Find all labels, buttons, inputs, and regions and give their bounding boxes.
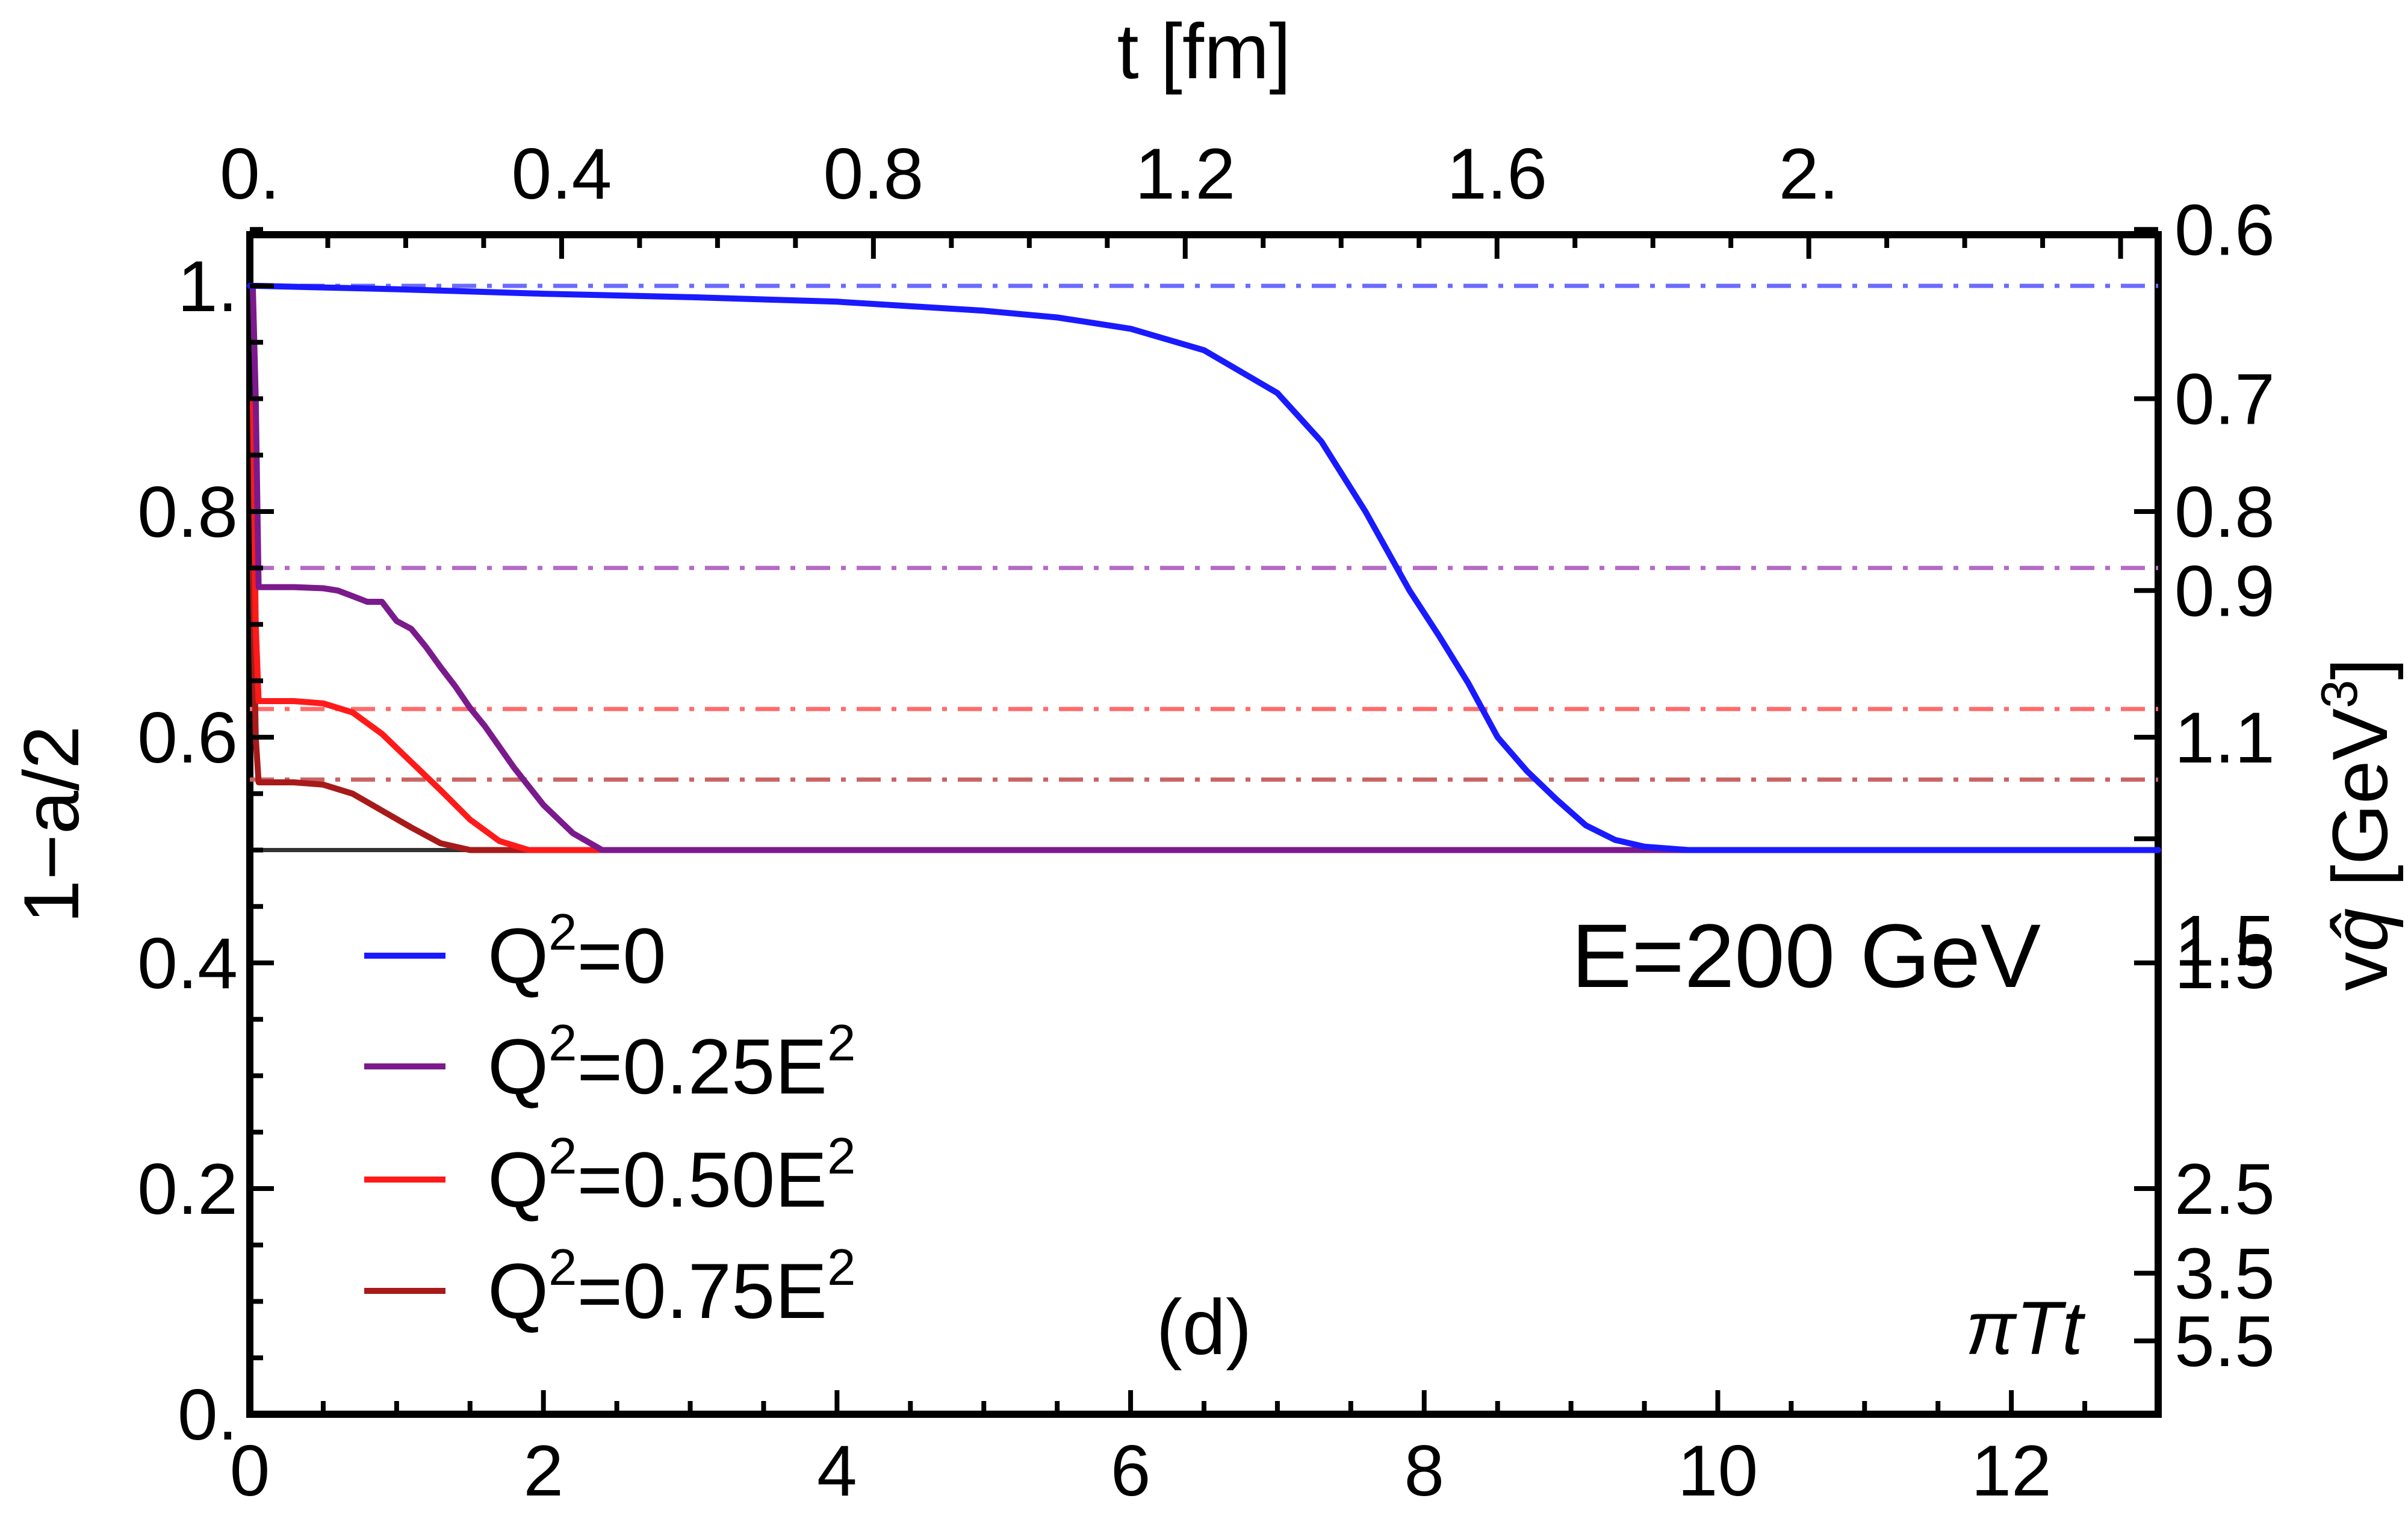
right-tick-label: 1.5	[2174, 923, 2275, 1004]
right-axis-label-exponent: 3	[2311, 680, 2368, 708]
x-axis-variable-label: πTt	[1966, 1287, 2086, 1370]
top-tick-label: 1.6	[1447, 134, 1547, 214]
top-tick-label: 0.	[220, 134, 280, 214]
y-tick-label: 0.6	[137, 697, 238, 778]
right-tick-label: 0.9	[2174, 551, 2275, 631]
series-line-3	[249, 564, 2161, 853]
right-tick-label: 0.8	[2174, 472, 2275, 552]
top-tick-label: 0.4	[512, 134, 612, 214]
legend-label-3: Q2=0.75E2	[488, 1239, 855, 1335]
y-axis-label: 1−a/2	[7, 726, 95, 924]
right-axis-label-close: ]	[2316, 658, 2404, 679]
legend-label-0: Q2=0	[488, 904, 666, 1000]
legend-label-1: Q2=0.25E2	[488, 1015, 855, 1110]
top-axis-label: t [fm]	[1117, 7, 1291, 95]
y-tick-label: 0.8	[137, 472, 238, 552]
legend: Q2=0 Q2=0.25E2 Q2=0.50E2 Q2=0.75E2	[364, 904, 855, 1335]
right-tick-label: 5.5	[2174, 1301, 2275, 1382]
x-tick-label: 6	[1111, 1430, 1151, 1511]
x-tick-label: 4	[817, 1430, 857, 1511]
panel-label: (d)	[1156, 1283, 1252, 1371]
top-tick-label: 0.8	[823, 134, 923, 214]
right-tick-label: 0.6	[2174, 190, 2275, 270]
y-tick-label: 0.4	[137, 923, 238, 1004]
y-tick-label: 1.	[178, 246, 238, 327]
plot-area-frame	[246, 231, 2162, 1418]
energy-annotation: E=200 GeV	[1571, 905, 2041, 1006]
x-tick-label: 2	[523, 1430, 563, 1511]
right-axis-label-unit: [GeV	[2316, 708, 2404, 909]
x-tick-label: 12	[1971, 1430, 2051, 1511]
tick-labels: 0 2 4 6 8 10 12 0. 0.4 0.8 1.2 1.6 2. 0. 0.2 0.4 0.6 0.8 1…	[137, 134, 2275, 1511]
right-axis-label: vq̂ [GeV3]	[2311, 658, 2404, 991]
series-line-1	[249, 283, 2161, 853]
top-tick-label: 2.	[1779, 134, 1839, 214]
series-line-0	[247, 283, 2161, 853]
legend-label-2: Q2=0.50E2	[488, 1128, 855, 1223]
right-tick-label: 3.5	[2174, 1234, 2275, 1314]
right-axis-label-v: v	[2316, 952, 2404, 991]
right-axis-label-qhat: q̂	[2316, 908, 2404, 951]
reference-lines	[250, 283, 2158, 852]
x-tick-label: 8	[1404, 1430, 1444, 1511]
x-tick-label: 0	[230, 1430, 270, 1511]
tick-marks	[247, 227, 2161, 1417]
series-lines	[247, 283, 2161, 853]
right-tick-label: 1.5	[2174, 901, 2275, 982]
right-tick-label: 0.7	[2174, 359, 2275, 440]
x-tick-label: 10	[1678, 1430, 1758, 1511]
top-tick-label: 1.2	[1135, 134, 1235, 214]
y-tick-label: 0.	[178, 1375, 238, 1455]
series-line-2	[249, 395, 2161, 853]
right-tick-label: 2.5	[2174, 1149, 2275, 1229]
y-tick-label: 0.2	[137, 1149, 238, 1229]
right-tick-label: 1.1	[2174, 697, 2275, 778]
